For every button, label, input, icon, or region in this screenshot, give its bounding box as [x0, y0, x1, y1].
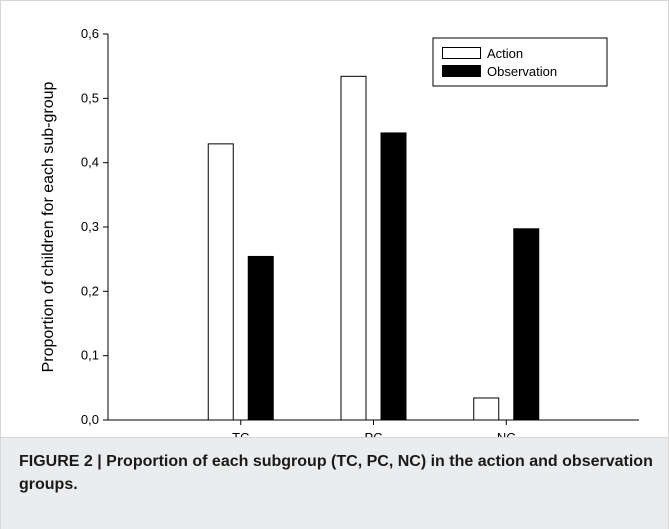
- bar-action-tc: [207, 143, 234, 421]
- legend-swatch-action: [442, 47, 481, 59]
- chart-legend: Action Observation: [432, 37, 608, 87]
- bar-observation-pc: [380, 132, 407, 421]
- bar-chart: 0,0 0,1 0,2 0,3 0,4 0,5 0,6 TC PC NC Proportion o…: [40, 26, 639, 437]
- bar-observation-tc: [247, 255, 274, 421]
- chart-bars: [207, 75, 540, 421]
- chart-ticks: 0,0 0,1 0,2 0,3 0,4 0,5 0,6 TC PC NC: [81, 26, 516, 437]
- bar-observation-nc: [513, 228, 540, 421]
- x-tick-label: NC: [497, 430, 516, 437]
- figure-caption-box: FIGURE 2 | Proportion of each subgroup (…: [1, 437, 668, 529]
- chart-axes: [107, 34, 639, 421]
- y-tick-label: 0,6: [81, 26, 99, 41]
- y-axis-label: Proportion of children for each sub-grou…: [40, 81, 57, 372]
- x-tick-label: PC: [364, 430, 382, 437]
- legend-swatch-observation: [442, 65, 481, 77]
- legend-box: [432, 37, 608, 87]
- bar-action-pc: [340, 75, 367, 421]
- legend-label-action: Action: [487, 46, 523, 61]
- x-tick-label: TC: [232, 430, 249, 437]
- y-tick-label: 0,1: [81, 348, 99, 363]
- legend-label-observation: Observation: [487, 64, 557, 79]
- y-tick-label: 0,4: [81, 155, 99, 170]
- bar-action-nc: [473, 397, 500, 421]
- y-tick-label: 0,0: [81, 412, 99, 427]
- y-tick-label: 0,3: [81, 219, 99, 234]
- y-tick-label: 0,5: [81, 90, 99, 105]
- y-tick-label: 0,2: [81, 283, 99, 298]
- figure-caption: FIGURE 2 | Proportion of each subgroup (…: [19, 453, 653, 493]
